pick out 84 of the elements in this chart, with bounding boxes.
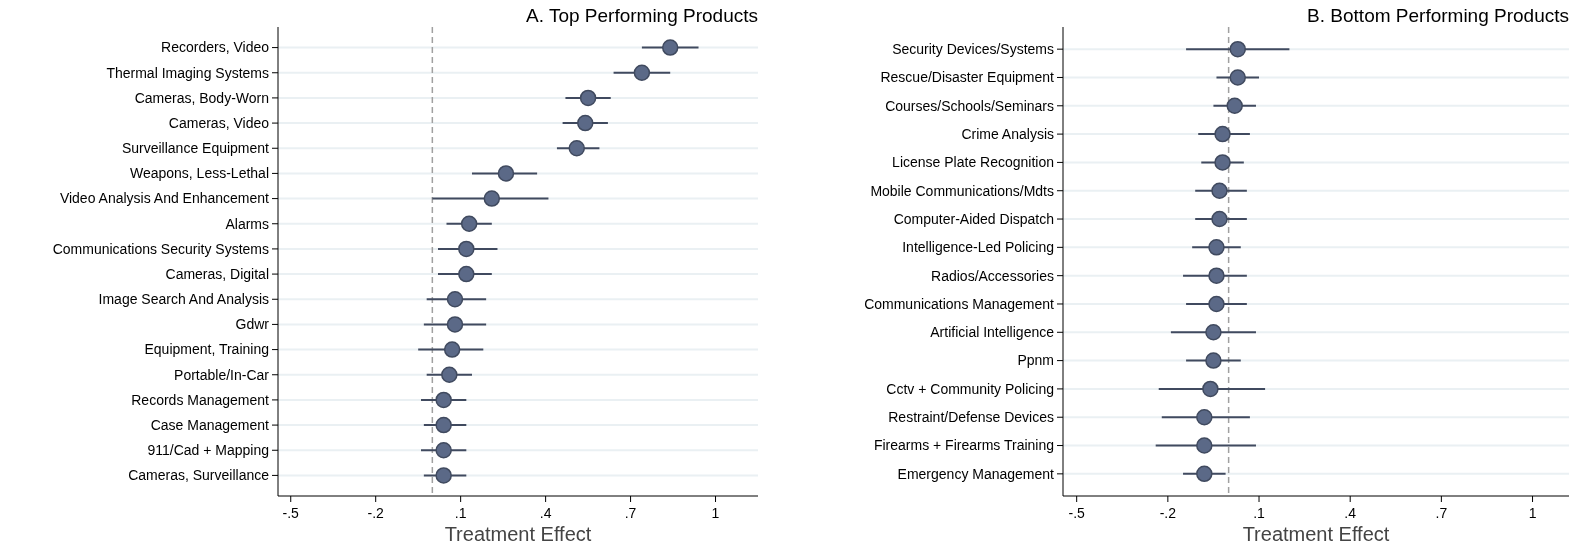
- point: [633, 64, 651, 81]
- y-tick-label: Surveillance Equipment: [121, 140, 270, 157]
- point: [1214, 154, 1231, 171]
- y-tick-label: Records Management: [131, 391, 270, 408]
- y-tick-label: Radios/Accessories: [931, 267, 1054, 284]
- point: [1202, 380, 1219, 398]
- y-tick-label: Computer-Aided Dispatch: [893, 210, 1054, 227]
- x-tick-label: 1: [711, 505, 720, 521]
- chart-title: A. Top Performing Products: [526, 5, 758, 26]
- y-tick-label: Artificial Intelligence: [930, 324, 1055, 341]
- point: [1214, 125, 1231, 143]
- y-tick-label: Cameras, Video: [168, 114, 270, 131]
- point: [1229, 69, 1246, 86]
- point: [1211, 210, 1228, 228]
- y-tick-label: Cameras, Digital: [165, 265, 269, 282]
- point: [1196, 408, 1213, 426]
- point: [435, 442, 452, 459]
- y-tick-label: Emergency Management: [897, 465, 1055, 482]
- x-tick-label: .4: [1344, 505, 1357, 521]
- y-tick-label: Intelligence-Led Policing: [902, 239, 1054, 256]
- point: [1211, 182, 1228, 199]
- y-tick-label: License Plate Recognition: [892, 154, 1054, 171]
- point: [1208, 239, 1225, 256]
- point: [443, 341, 461, 358]
- x-tick-label: -.2: [367, 505, 385, 521]
- point: [579, 89, 597, 107]
- point: [1208, 295, 1225, 313]
- y-tick-label: Case Management: [150, 416, 270, 433]
- y-tick-label: Video Analysis And Enhancement: [59, 190, 270, 207]
- y-tick-label: Alarms: [225, 215, 269, 232]
- y-tick-label: Image Search And Analysis: [98, 291, 269, 308]
- x-tick-label: .1: [454, 505, 467, 521]
- y-tick-label: Weapons, Less-Lethal: [129, 165, 269, 182]
- point: [1208, 267, 1225, 284]
- x-tick-label: .7: [1435, 505, 1448, 521]
- y-tick-label: Crime Analysis: [961, 125, 1054, 142]
- y-tick-label: Firearms + Firearms Training: [873, 437, 1054, 454]
- point: [458, 240, 475, 258]
- point: [435, 467, 452, 484]
- y-tick-label: 911/Cad + Mapping: [147, 442, 269, 459]
- y-tick-label: Communications Security Systems: [52, 240, 269, 257]
- point: [661, 39, 679, 56]
- point: [446, 316, 464, 333]
- y-tick-label: Cameras, Surveillance: [128, 467, 270, 484]
- point: [1196, 437, 1213, 454]
- point: [1196, 465, 1213, 483]
- y-tick-label: Equipment, Training: [144, 341, 269, 358]
- point: [483, 190, 501, 207]
- y-tick-label: Gdwr: [235, 316, 270, 333]
- x-tick-label: -.2: [1159, 505, 1177, 521]
- point: [446, 291, 464, 308]
- x-tick-label: .7: [624, 505, 637, 521]
- point: [458, 265, 475, 283]
- x-tick-label: .1: [1253, 505, 1266, 521]
- point: [1205, 324, 1222, 341]
- point: [577, 114, 594, 132]
- point: [1226, 97, 1243, 115]
- point: [1205, 352, 1222, 369]
- point: [497, 165, 515, 182]
- x-tick-label: -.5: [282, 505, 300, 521]
- x-tick-label: 1: [1528, 505, 1537, 521]
- point: [460, 215, 478, 232]
- y-tick-label: Cameras, Body-Worn: [134, 89, 269, 106]
- y-tick-label: Recorders, Video: [161, 39, 270, 56]
- x-tick-label: .4: [539, 505, 552, 521]
- y-tick-label: Rescue/Disaster Equipment: [880, 69, 1055, 86]
- y-tick-label: Cctv + Community Policing: [886, 380, 1054, 397]
- point: [568, 140, 586, 157]
- point: [441, 366, 458, 383]
- x-tick-label: -.5: [1068, 505, 1086, 521]
- x-axis-title: Treatment Effect: [1242, 523, 1390, 545]
- point: [435, 391, 452, 409]
- y-tick-label: Communications Management: [864, 295, 1055, 312]
- point: [435, 416, 452, 434]
- point: [1229, 40, 1246, 58]
- y-tick-label: Security Devices/Systems: [892, 41, 1054, 58]
- y-tick-label: Ppnm: [1017, 352, 1054, 369]
- y-tick-label: Restraint/Defense Devices: [888, 409, 1054, 426]
- y-tick-label: Courses/Schools/Seminars: [885, 97, 1054, 114]
- chart-title: B. Bottom Performing Products: [1307, 5, 1569, 26]
- y-tick-label: Mobile Communications/Mdts: [870, 182, 1054, 199]
- x-axis-title: Treatment Effect: [444, 523, 592, 545]
- y-tick-label: Portable/In-Car: [174, 366, 270, 383]
- y-tick-label: Thermal Imaging Systems: [106, 64, 269, 81]
